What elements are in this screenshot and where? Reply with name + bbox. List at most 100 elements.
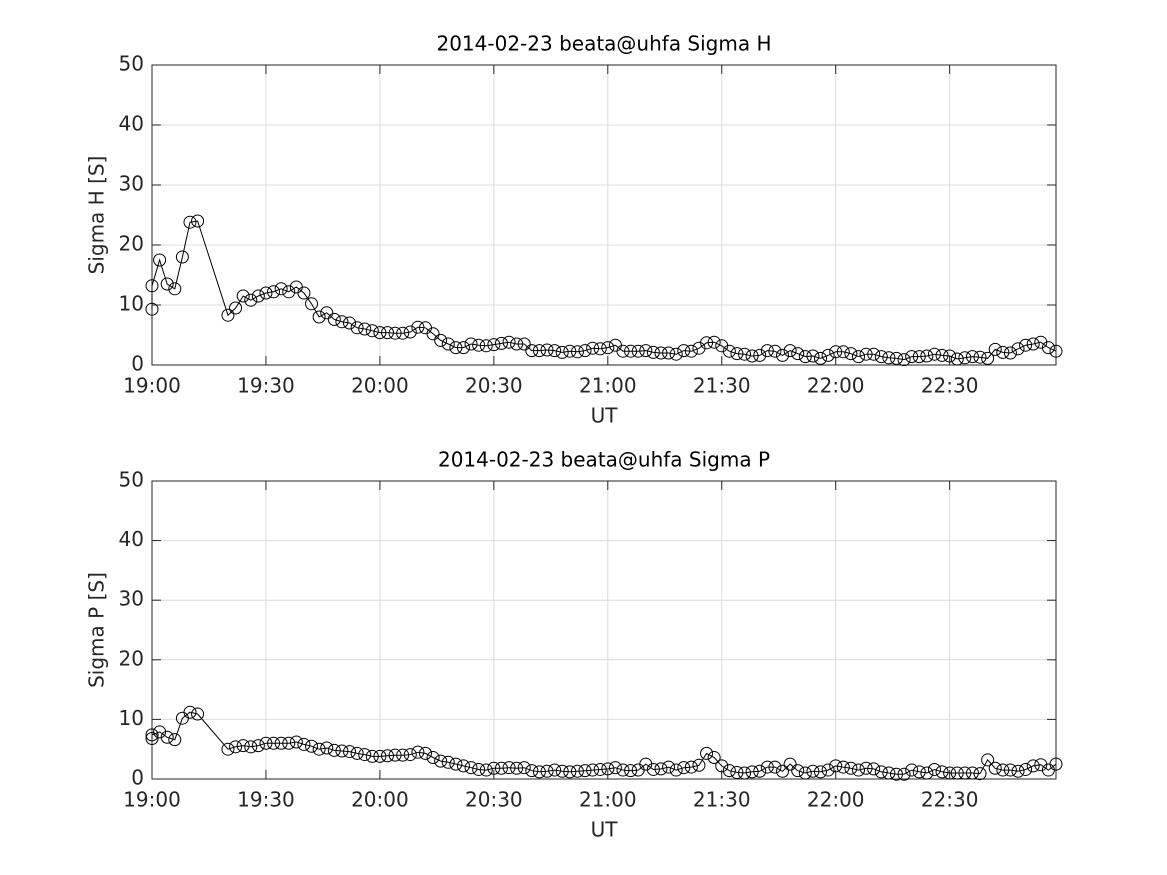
y-tick-label: 40 — [119, 112, 144, 136]
x-tick-label: 20:00 — [351, 788, 409, 812]
data-point — [510, 761, 524, 775]
x-tick-label: 20:30 — [465, 374, 523, 398]
data-point — [380, 326, 394, 340]
data-point — [814, 765, 828, 779]
data-point — [1003, 763, 1017, 777]
data-point — [836, 760, 850, 774]
data-point — [388, 326, 402, 340]
data-point — [677, 344, 691, 358]
data-point — [1011, 764, 1025, 778]
y-axis-label: Sigma P [S] — [85, 572, 109, 688]
data-point — [958, 351, 972, 365]
data-point — [783, 757, 797, 771]
data-point — [669, 347, 683, 361]
data-point — [145, 731, 159, 745]
axes-background — [152, 481, 1056, 779]
data-point — [403, 325, 417, 339]
data-point — [821, 348, 835, 362]
data-point — [267, 285, 281, 299]
data-point — [669, 763, 683, 777]
y-tick-label: 30 — [119, 172, 144, 196]
data-point — [776, 764, 790, 778]
data-point — [677, 761, 691, 775]
data-point — [297, 286, 311, 300]
data-point — [905, 350, 919, 364]
axes-box — [151, 480, 1057, 780]
data-point — [851, 350, 865, 364]
data-point — [411, 320, 425, 334]
data-point — [540, 343, 554, 357]
data-point — [715, 759, 729, 773]
data-point — [145, 302, 159, 316]
data-point — [358, 748, 372, 762]
data-point — [229, 740, 243, 754]
data-point — [479, 339, 493, 353]
x-tick-label: 21:30 — [693, 788, 751, 812]
data-point — [738, 766, 752, 780]
data-point — [859, 347, 873, 361]
data-point — [624, 344, 638, 358]
data-point — [798, 350, 812, 364]
data-point — [343, 745, 357, 759]
data-point — [441, 337, 455, 351]
data-point — [441, 755, 455, 769]
data-point — [267, 736, 281, 750]
data-point — [920, 766, 934, 780]
data-point — [745, 765, 759, 779]
data-point — [646, 762, 660, 776]
data-point — [897, 767, 911, 781]
data-point — [305, 297, 319, 311]
data-point — [236, 289, 250, 303]
x-axis-label: UT — [591, 818, 619, 842]
data-point — [950, 766, 964, 780]
data-point — [548, 763, 562, 777]
data-point — [464, 337, 478, 351]
y-tick-label: 20 — [119, 232, 144, 256]
data-point — [502, 335, 516, 349]
data-point — [927, 762, 941, 776]
data-point — [434, 333, 448, 347]
data-point — [320, 741, 334, 755]
data-point — [373, 749, 387, 763]
data-point — [335, 744, 349, 758]
data-point — [282, 285, 296, 299]
y-tick-label: 40 — [119, 527, 144, 551]
data-point — [487, 338, 501, 352]
data-point — [312, 310, 326, 324]
data-point — [168, 733, 182, 747]
data-point — [859, 761, 873, 775]
y-tick-label: 10 — [119, 706, 144, 730]
axes-box — [151, 64, 1057, 366]
data-point — [418, 746, 432, 760]
data-point — [639, 344, 653, 358]
x-tick-label: 19:30 — [237, 374, 295, 398]
data-point — [654, 762, 668, 776]
data-point — [905, 763, 919, 777]
data-point — [472, 762, 486, 776]
data-point — [540, 764, 554, 778]
data-point — [183, 215, 197, 229]
data-point — [274, 736, 288, 750]
data-point — [229, 301, 243, 315]
data-point — [479, 763, 493, 777]
data-point — [988, 342, 1002, 356]
data-point — [525, 344, 539, 358]
data-point — [510, 337, 524, 351]
data-point — [768, 344, 782, 358]
data-point — [722, 764, 736, 778]
y-tick-label: 50 — [119, 52, 144, 76]
data-point — [555, 764, 569, 778]
data-point — [358, 322, 372, 336]
data-point — [153, 253, 167, 267]
data-point — [814, 351, 828, 365]
data-point — [191, 214, 205, 228]
data-point — [1019, 338, 1033, 352]
data-point — [593, 342, 607, 356]
data-point — [806, 764, 820, 778]
data-point — [244, 740, 258, 754]
y-tick-label: 10 — [119, 292, 144, 316]
data-point — [616, 763, 630, 777]
data-point — [517, 761, 531, 775]
data-point — [555, 345, 569, 359]
